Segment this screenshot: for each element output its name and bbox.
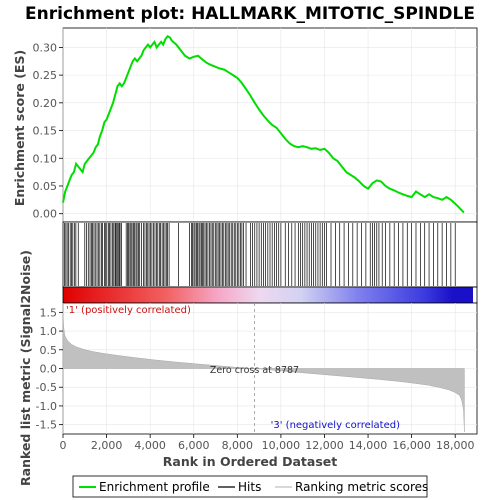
es-y-axis-label: Enrichment score (ES) <box>12 50 27 206</box>
es-y-tick-label: 0.00 <box>33 208 58 221</box>
metric-panel: -1.5 -1.0 -0.5 0.0 0.5 1.0 1.5 0 2,000 4,000 6,00… <box>18 250 478 486</box>
negative-correlation-label: '3' (negatively correlated) <box>271 420 400 431</box>
x-axis-label: Rank in Ordered Dataset <box>163 454 337 469</box>
chart-title: Enrichment plot: HALLMARK_MITOTIC_SPINDL… <box>25 4 475 24</box>
es-y-ticks: 0.00 0.05 0.10 0.15 0.20 0.25 0.30 <box>33 41 63 221</box>
metric-y-tick-label: -0.5 <box>36 381 57 394</box>
x-tick-label: 6,000 <box>178 439 210 452</box>
metric-y-tick-label: -1.0 <box>36 400 57 413</box>
x-axis-ticks: 0 2,000 4,000 6,000 8,000 10,000 12,000 14,000 1… <box>60 434 475 452</box>
es-y-tick-label: 0.05 <box>33 180 58 193</box>
x-tick-label: 0 <box>60 439 67 452</box>
metric-y-tick-label: 1.5 <box>40 306 58 319</box>
es-plot-area <box>62 27 478 223</box>
legend: Enrichment profile Hits Ranking metric s… <box>72 475 428 498</box>
ranked-color-strip <box>63 287 473 303</box>
metric-grid <box>62 303 477 434</box>
x-tick-label: 18,000 <box>436 439 475 452</box>
ranking-metric-area <box>62 312 465 433</box>
es-panel: 0.00 0.05 0.10 0.15 0.20 0.25 0.30 Enrichment … <box>12 27 478 223</box>
metric-y-ticks: -1.5 -1.0 -0.5 0.0 0.5 1.0 1.5 <box>36 306 63 432</box>
hit-lines <box>64 223 456 286</box>
es-y-tick-label: 0.20 <box>33 97 58 110</box>
x-tick-label: 4,000 <box>134 439 166 452</box>
es-y-tick-label: 0.15 <box>33 125 58 138</box>
x-tick-label: 2,000 <box>91 439 123 452</box>
x-tick-label: 12,000 <box>305 439 344 452</box>
legend-box <box>72 475 428 498</box>
metric-y-tick-label: 1.0 <box>40 325 58 338</box>
es-grid <box>62 28 477 222</box>
legend-label-hits: Hits <box>238 480 261 494</box>
x-tick-label: 10,000 <box>262 439 301 452</box>
x-tick-label: 8,000 <box>222 439 254 452</box>
positive-correlation-label: '1' (positively correlated) <box>66 305 191 316</box>
hits-panel <box>62 221 478 288</box>
x-tick-label: 14,000 <box>349 439 388 452</box>
legend-label-ranking: Ranking metric scores <box>295 480 428 494</box>
es-y-tick-label: 0.10 <box>33 152 58 165</box>
legend-label-enrichment: Enrichment profile <box>99 480 210 494</box>
metric-y-tick-label: 0.5 <box>40 344 58 357</box>
x-tick-label: 16,000 <box>392 439 431 452</box>
es-y-tick-label: 0.25 <box>33 69 58 82</box>
ranked-color-bar <box>62 286 478 304</box>
zero-cross-label: Zero cross at 8787 <box>210 365 299 376</box>
metric-y-tick-label: 0.0 <box>40 363 58 376</box>
es-y-tick-label: 0.30 <box>33 41 58 54</box>
metric-y-tick-label: -1.5 <box>36 419 57 432</box>
enrichment-profile-line <box>62 35 465 214</box>
metric-y-axis-label: Ranked list metric (Signal2Noise) <box>18 250 33 486</box>
